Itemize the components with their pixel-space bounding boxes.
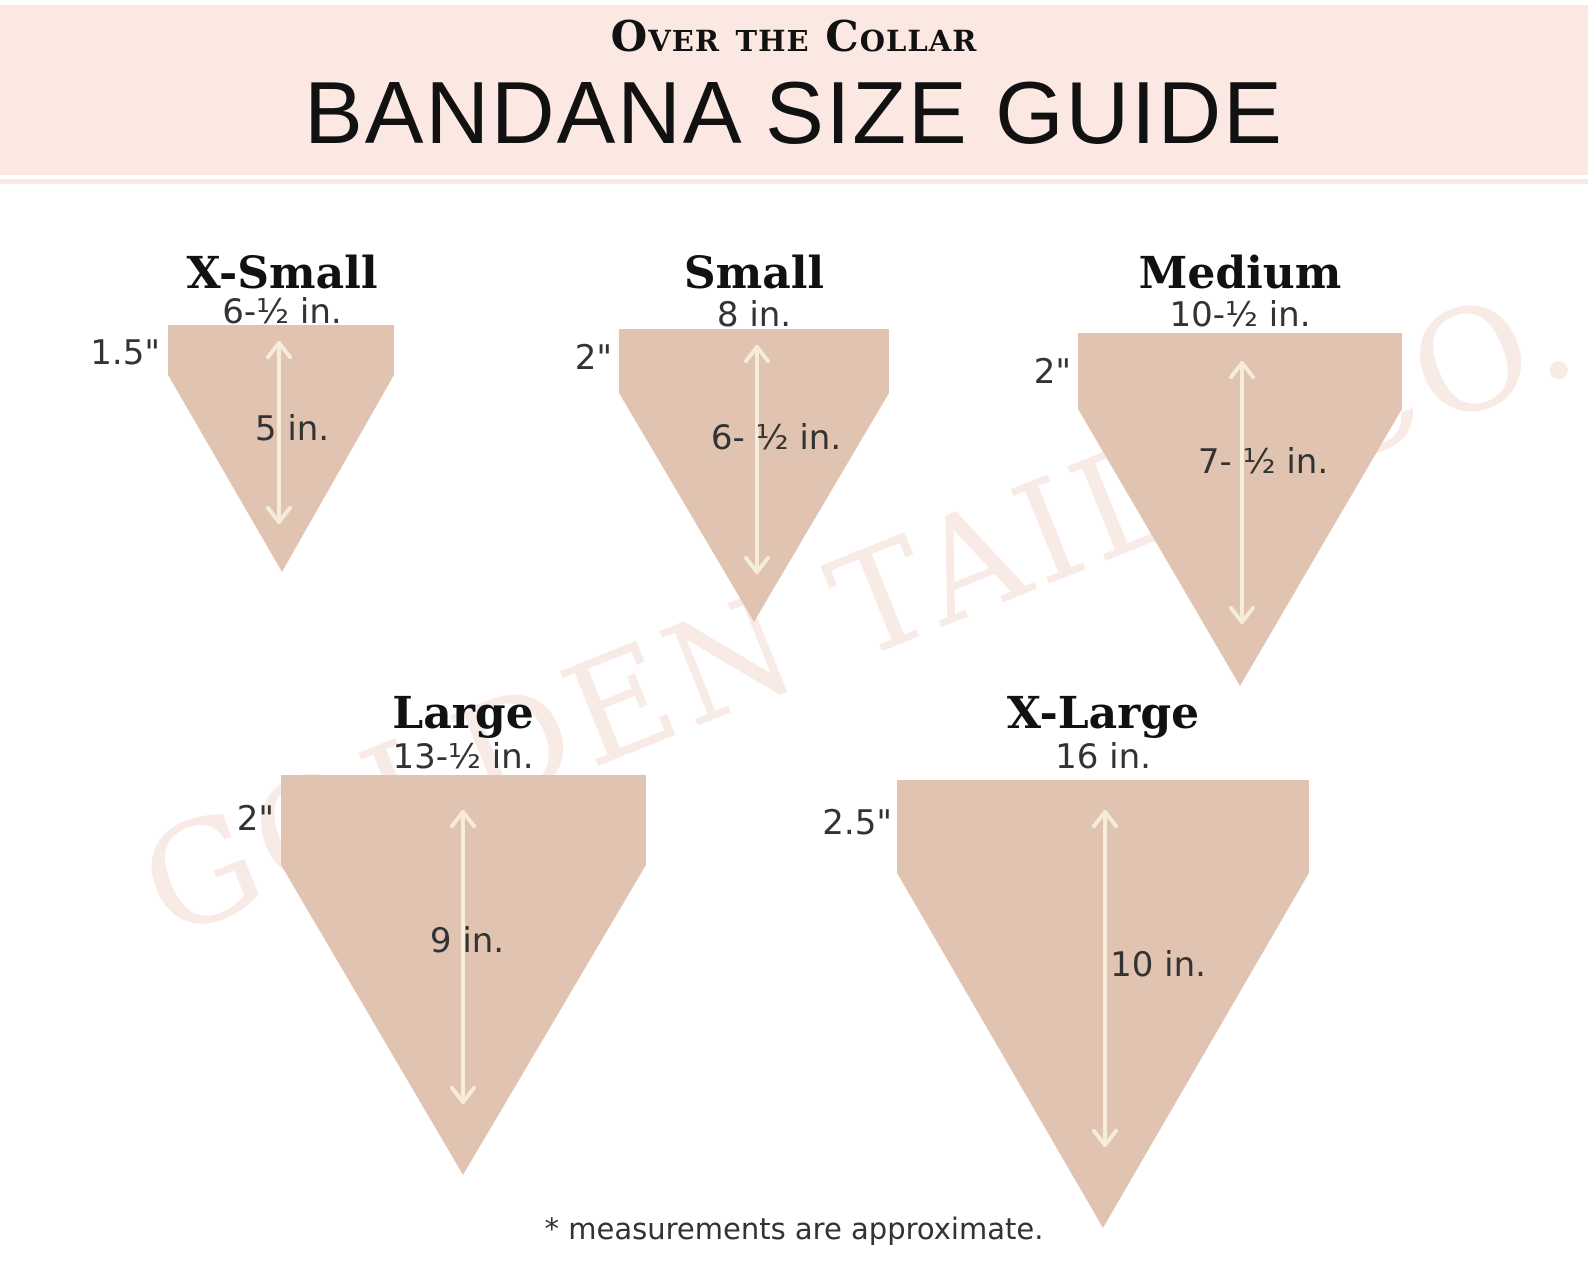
header-band: [0, 5, 1588, 175]
size-name: X-Large: [1007, 688, 1199, 739]
subtitle: Over the Collar: [610, 12, 978, 61]
width-label: 13-½ in.: [392, 737, 533, 777]
arrow-up-head: [266, 341, 292, 359]
arrow-up-head: [1092, 810, 1118, 828]
arrow-up-head: [744, 345, 770, 363]
length-label: 5 in.: [255, 409, 329, 449]
arrow-down-head: [266, 506, 292, 524]
side-label: 2": [1034, 352, 1071, 392]
header-rule: [0, 179, 1588, 184]
arrow-up-head: [450, 810, 476, 828]
arrow-down-head: [1229, 606, 1255, 624]
length-label: 7- ½ in.: [1198, 442, 1328, 482]
arrow-down-head: [1092, 1129, 1118, 1147]
size-name: X-Small: [186, 248, 377, 299]
side-label: 2": [237, 799, 274, 839]
side-label: 2": [575, 338, 612, 378]
arrow-up-head: [1229, 361, 1255, 379]
size-name: Small: [684, 248, 824, 299]
width-label: 8 in.: [717, 295, 791, 335]
footnote: * measurements are approximate.: [544, 1212, 1044, 1246]
width-label: 16 in.: [1055, 737, 1151, 777]
length-label: 9 in.: [430, 921, 504, 961]
width-label: 6-½ in.: [222, 292, 341, 332]
bandana-shape: [619, 329, 889, 622]
page-title: BANDANA SIZE GUIDE: [304, 63, 1284, 162]
width-label: 10-½ in.: [1169, 295, 1310, 335]
length-label: 10 in.: [1110, 945, 1206, 985]
length-label: 6- ½ in.: [711, 418, 841, 458]
size-name: Large: [392, 688, 533, 739]
arrow-down-head: [744, 556, 770, 574]
side-label: 2.5": [822, 803, 892, 843]
side-label: 1.5": [90, 333, 160, 373]
arrow-down-head: [450, 1086, 476, 1104]
size-name: Medium: [1139, 248, 1342, 299]
